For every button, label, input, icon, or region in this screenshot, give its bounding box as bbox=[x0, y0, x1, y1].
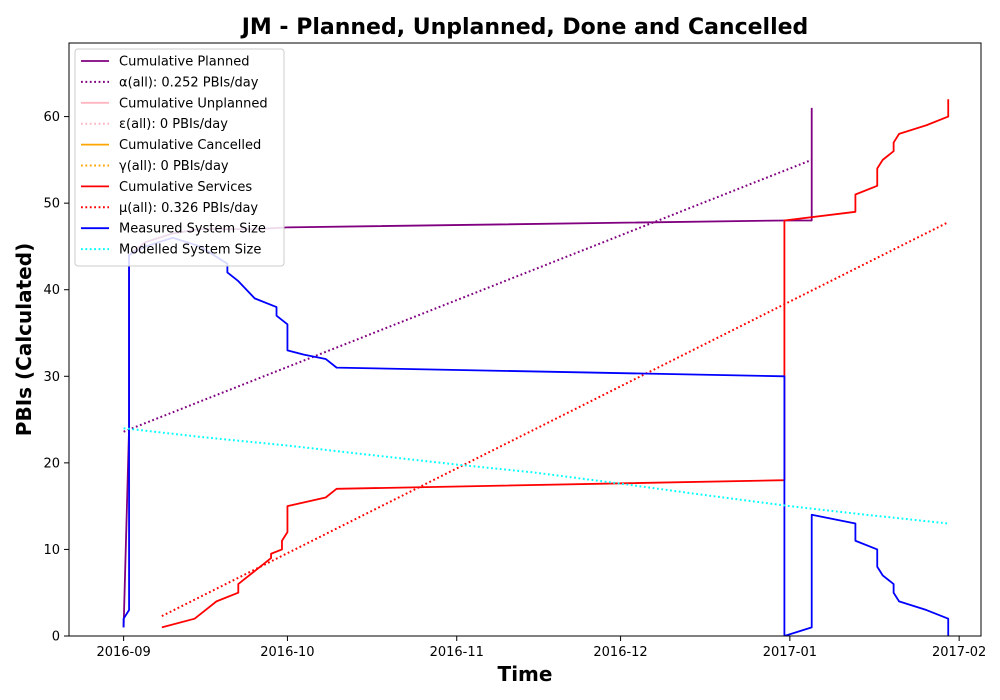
x-tick-label: 2017-01 bbox=[763, 645, 817, 660]
series-line-all-0-326-pbis-day bbox=[161, 221, 949, 617]
legend-label: ε(all): 0 PBIs/day bbox=[119, 117, 228, 132]
y-tick-label: 0 bbox=[52, 630, 60, 645]
plot-frame bbox=[68, 42, 982, 637]
series-line-modelled-system-size bbox=[123, 427, 949, 525]
series-line-cumulative-services bbox=[161, 99, 950, 629]
x-tick-label: 2016-12 bbox=[593, 645, 647, 660]
series-line-all-0-252-pbis-day bbox=[123, 158, 813, 433]
y-axis: 0 10 20 30 40 50 60 bbox=[43, 110, 69, 645]
x-tick-label: 2016-10 bbox=[260, 645, 314, 660]
x-tick-label: 2017-02 bbox=[932, 645, 986, 660]
x-tick-label: 2016-11 bbox=[430, 645, 484, 660]
legend-label: Cumulative Services bbox=[119, 180, 252, 195]
y-tick-label: 20 bbox=[43, 456, 60, 471]
series-line-measured-system-size bbox=[122, 236, 950, 636]
y-tick-label: 30 bbox=[43, 370, 60, 385]
chart-title: JM - Planned, Unplanned, Done and Cancel… bbox=[240, 15, 809, 40]
y-tick-label: 10 bbox=[43, 543, 60, 558]
x-axis-label: Time bbox=[498, 662, 553, 686]
legend-label: Cumulative Cancelled bbox=[119, 138, 261, 153]
legend-label: Cumulative Planned bbox=[119, 55, 249, 70]
legend-label: α(all): 0.252 PBIs/day bbox=[119, 75, 259, 90]
y-tick-label: 60 bbox=[43, 110, 60, 125]
legend: Cumulative Planned α(all): 0.252 PBIs/day… bbox=[74, 48, 285, 267]
legend-label: Modelled System Size bbox=[119, 243, 261, 258]
legend-label: γ(all): 0 PBIs/day bbox=[119, 159, 229, 174]
plot-area bbox=[68, 42, 982, 637]
y-tick-label: 50 bbox=[43, 197, 60, 212]
x-tick-label: 2016-09 bbox=[96, 645, 150, 660]
legend-label: Measured System Size bbox=[119, 222, 266, 237]
series-layer bbox=[122, 99, 950, 636]
y-tick-label: 40 bbox=[43, 283, 60, 298]
legend-label: Cumulative Unplanned bbox=[119, 96, 268, 111]
legend-label: μ(all): 0.326 PBIs/day bbox=[119, 201, 258, 216]
y-axis-label: PBIs (Calculated) bbox=[12, 243, 36, 436]
legend-box bbox=[74, 48, 285, 267]
x-axis: 2016-09 2016-10 2016-11 2016-12 2017-01 2017-… bbox=[96, 636, 986, 660]
